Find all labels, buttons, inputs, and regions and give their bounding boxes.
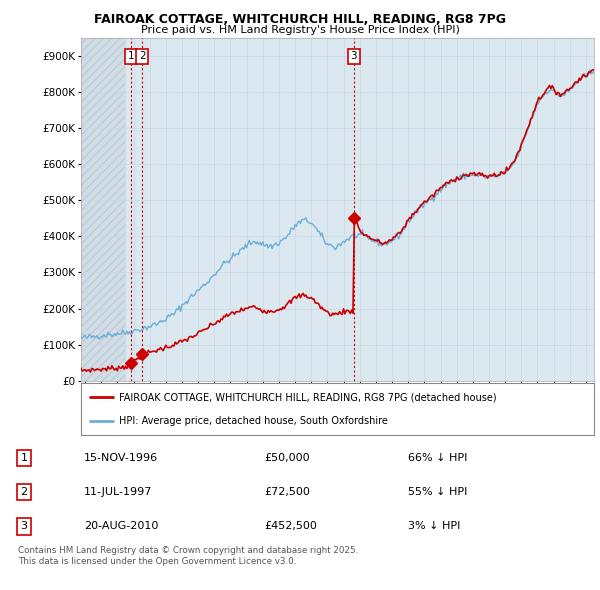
- Text: 20-AUG-2010: 20-AUG-2010: [84, 522, 158, 531]
- Text: HPI: Average price, detached house, South Oxfordshire: HPI: Average price, detached house, Sout…: [119, 416, 388, 426]
- Text: £452,500: £452,500: [264, 522, 317, 531]
- Text: Contains HM Land Registry data © Crown copyright and database right 2025.
This d: Contains HM Land Registry data © Crown c…: [18, 546, 358, 566]
- Text: 2: 2: [20, 487, 28, 497]
- Text: 11-JUL-1997: 11-JUL-1997: [84, 487, 152, 497]
- Text: 1: 1: [20, 453, 28, 463]
- Text: 2: 2: [139, 51, 145, 61]
- Text: FAIROAK COTTAGE, WHITCHURCH HILL, READING, RG8 7PG: FAIROAK COTTAGE, WHITCHURCH HILL, READIN…: [94, 13, 506, 26]
- Text: 55% ↓ HPI: 55% ↓ HPI: [408, 487, 467, 497]
- Text: FAIROAK COTTAGE, WHITCHURCH HILL, READING, RG8 7PG (detached house): FAIROAK COTTAGE, WHITCHURCH HILL, READIN…: [119, 392, 497, 402]
- Text: £50,000: £50,000: [264, 453, 310, 463]
- Text: 15-NOV-1996: 15-NOV-1996: [84, 453, 158, 463]
- Text: 1: 1: [128, 51, 135, 61]
- Text: £72,500: £72,500: [264, 487, 310, 497]
- Bar: [81, 38, 125, 381]
- Text: 3: 3: [350, 51, 357, 61]
- Text: 3: 3: [20, 522, 28, 531]
- Text: 3% ↓ HPI: 3% ↓ HPI: [408, 522, 460, 531]
- Bar: [81, 38, 125, 381]
- Text: Price paid vs. HM Land Registry's House Price Index (HPI): Price paid vs. HM Land Registry's House …: [140, 25, 460, 35]
- Text: 66% ↓ HPI: 66% ↓ HPI: [408, 453, 467, 463]
